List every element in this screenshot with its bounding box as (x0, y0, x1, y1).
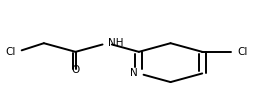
Text: Cl: Cl (5, 47, 16, 57)
Text: Cl: Cl (237, 47, 248, 57)
Text: N: N (130, 68, 138, 78)
Text: NH: NH (109, 38, 124, 48)
Text: O: O (71, 64, 80, 75)
